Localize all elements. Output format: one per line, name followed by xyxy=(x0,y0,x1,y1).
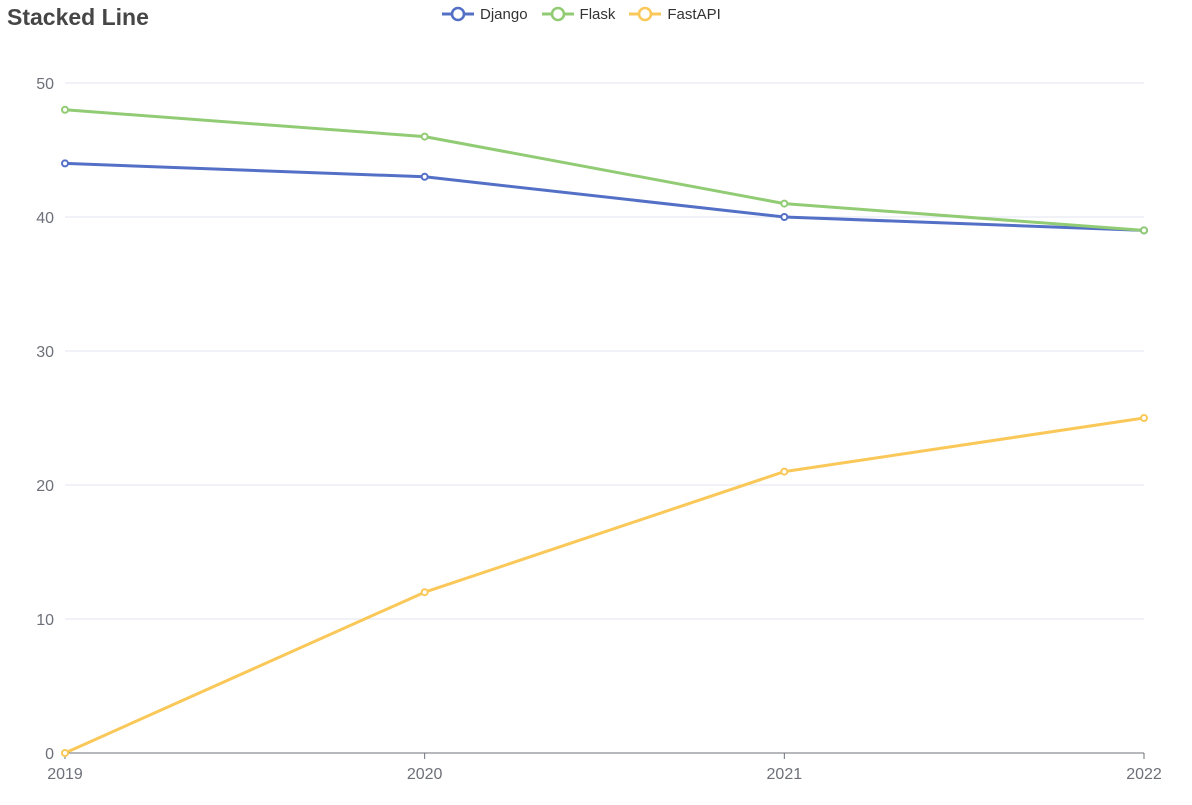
legend-swatch-fastapi xyxy=(629,6,662,22)
legend-swatch-flask xyxy=(541,6,574,22)
data-point-django[interactable] xyxy=(780,213,789,221)
x-tick-label: 2021 xyxy=(767,766,803,783)
legend-label-django: Django xyxy=(480,5,528,23)
series-line-flask[interactable] xyxy=(63,108,1146,232)
series-line-fastapi[interactable] xyxy=(63,416,1146,755)
y-tick-label: 30 xyxy=(36,344,54,361)
legend-item-django[interactable]: Django xyxy=(442,5,528,23)
x-tick-label: 2020 xyxy=(407,766,443,783)
data-point-fastapi[interactable] xyxy=(61,749,69,757)
y-tick-label: 0 xyxy=(45,746,54,763)
legend-label-fastapi: FastAPI xyxy=(667,5,721,23)
legend-swatch-django xyxy=(442,6,474,22)
legend-label-flask: Flask xyxy=(579,5,616,23)
y-tick-label: 40 xyxy=(36,210,54,227)
y-tick-label: 10 xyxy=(36,612,54,629)
data-point-flask[interactable] xyxy=(61,105,69,114)
chart-legend: Django Flask FastAPI xyxy=(442,5,721,23)
data-point-fastapi[interactable] xyxy=(1140,414,1148,422)
series-line-django[interactable] xyxy=(63,161,1146,232)
legend-item-fastapi[interactable]: FastAPI xyxy=(629,5,721,23)
y-tick-label: 20 xyxy=(36,478,54,495)
series-layer xyxy=(61,105,1148,757)
data-point-fastapi[interactable] xyxy=(420,588,429,597)
x-tick-label: 2022 xyxy=(1126,766,1162,783)
data-point-flask[interactable] xyxy=(1140,226,1148,235)
data-point-flask[interactable] xyxy=(780,199,789,208)
data-point-django[interactable] xyxy=(420,172,429,181)
y-tick-label: 50 xyxy=(36,76,54,93)
data-point-fastapi[interactable] xyxy=(780,467,789,476)
data-point-django[interactable] xyxy=(61,159,69,168)
axis-layer: 0 10 20 30 40 50 2019 2020 2021 2022 xyxy=(36,76,1162,783)
data-point-flask[interactable] xyxy=(420,132,429,141)
chart-title: Stacked Line xyxy=(7,4,149,30)
x-tick-label: 2019 xyxy=(47,766,83,783)
grid-layer xyxy=(65,82,1144,620)
legend-item-flask[interactable]: Flask xyxy=(541,5,616,23)
